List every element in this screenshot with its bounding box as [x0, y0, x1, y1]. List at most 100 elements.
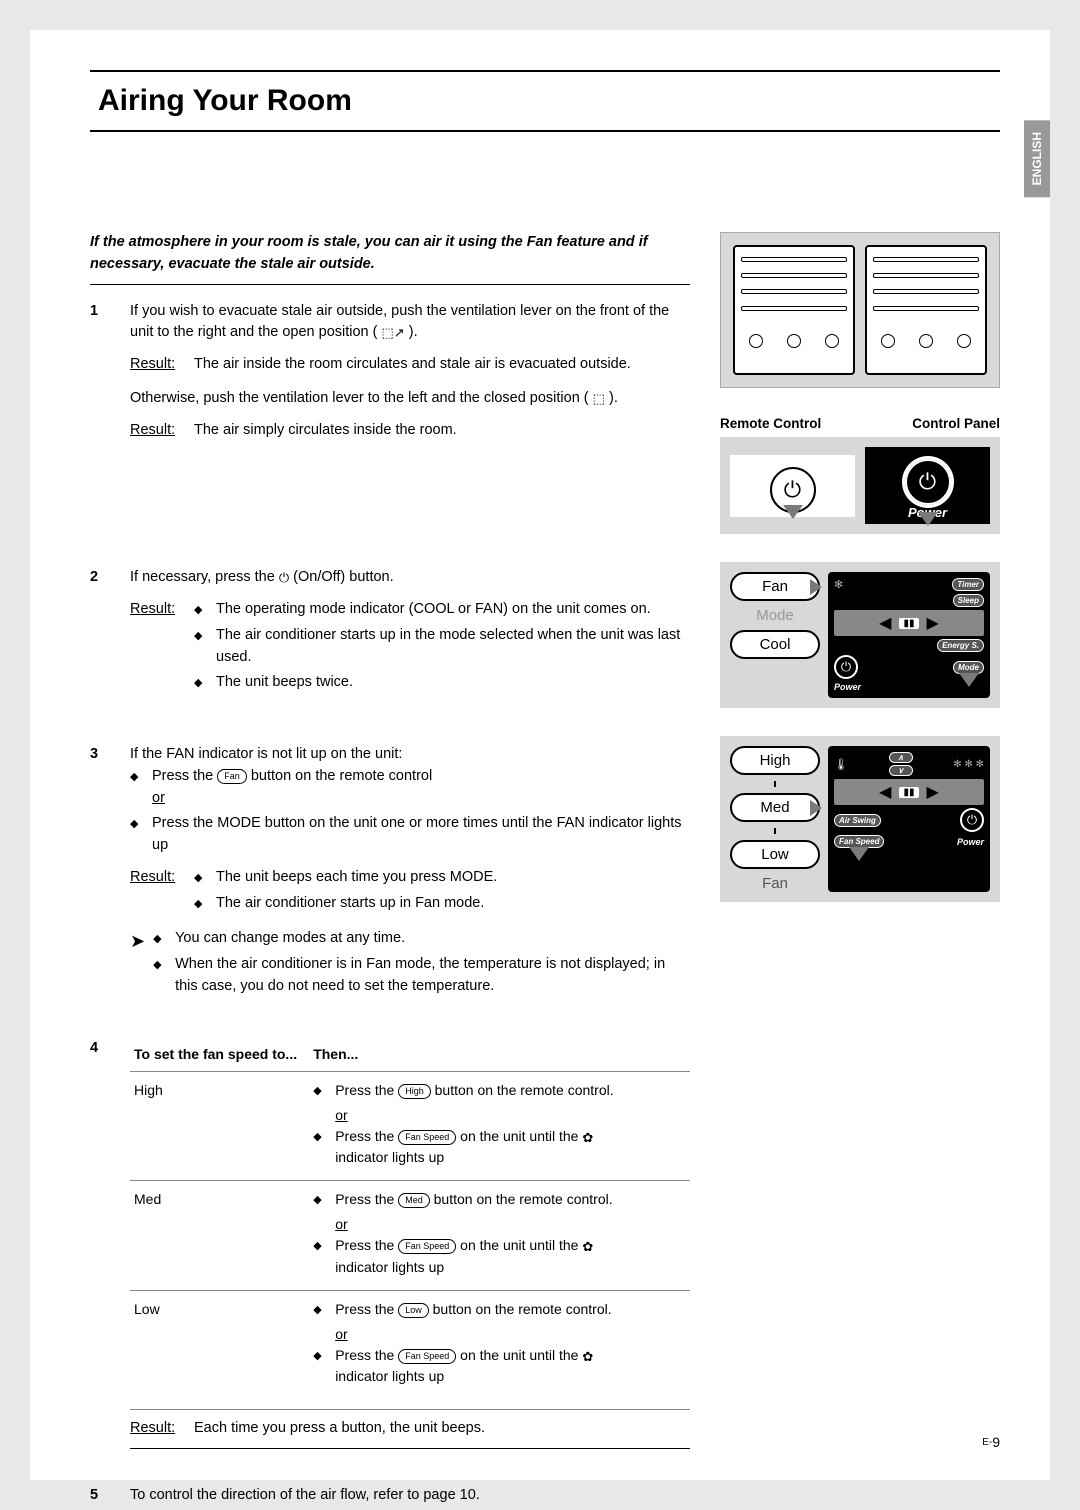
step-number: 3: [90, 744, 130, 1002]
content-area: If the atmosphere in your room is stale,…: [90, 232, 1000, 1507]
result-line-2: Result: The air simply circulates inside…: [130, 420, 690, 442]
pointer-icon: [849, 847, 869, 861]
fan-indicator-icon: ✿: [582, 1130, 593, 1145]
control-panel-speed: 🌡 ∧ ∨ ✻ ✻ ✻ ◀▮▮▶ Air Swing⏻ Fan Speed: [828, 746, 990, 892]
result-item: The air conditioner starts up in the mod…: [194, 625, 690, 669]
result-text: The air inside the room circulates and s…: [194, 354, 631, 376]
list-item: Press the Fan Speed on the unit until th…: [313, 1126, 686, 1169]
result-item: The unit beeps each time you press MODE.: [194, 867, 497, 889]
list-item: Press the Low button on the remote contr…: [313, 1299, 686, 1320]
result-label: Result:: [130, 599, 194, 698]
control-panel-label: Control Panel: [912, 416, 1000, 431]
instruction-cell: Press the Low button on the remote contr…: [309, 1290, 690, 1399]
pointer-icon: [959, 673, 979, 687]
s2-text-b: (On/Off) button.: [293, 569, 393, 585]
indicator-icons: ✻ ✻ ✻: [953, 759, 984, 770]
or-text: or: [335, 1105, 686, 1126]
sleep-button: Sleep: [953, 594, 984, 607]
pointer-icon: [783, 505, 803, 519]
or-text: or: [335, 1324, 686, 1345]
fan-indicator-icon: ✿: [582, 1349, 593, 1364]
label: Mode: [958, 663, 979, 672]
timer-button: Timer: [952, 578, 984, 591]
step-body: To control the direction of the air flow…: [130, 1485, 690, 1507]
fan-speed-pill: Fan Speed: [398, 1349, 456, 1364]
step-number: 2: [90, 567, 130, 698]
power-icon: ⏻: [905, 459, 951, 505]
page: ENGLISH Airing Your Room If the atmosphe…: [30, 30, 1050, 1480]
label: Med: [760, 799, 789, 816]
step-body: If the FAN indicator is not lit up on th…: [130, 744, 690, 1002]
step-body: If necessary, press the ⏻ (On/Off) butto…: [130, 567, 690, 698]
high-button: High: [730, 746, 820, 775]
mode-label: Mode: [730, 607, 820, 624]
remote-control-label: Remote Control: [720, 416, 821, 431]
step-number: 5: [90, 1485, 130, 1507]
low-button: Low: [730, 840, 820, 869]
vent-open-icon: ⬚↗: [382, 325, 405, 340]
fan-pill: Fan: [217, 769, 247, 784]
fan-speed-table: To set the fan speed to... Then... High …: [130, 1038, 690, 1400]
power-icon: ⏻: [834, 655, 858, 679]
result-line: Result: Each time you press a button, th…: [130, 1409, 690, 1448]
list-item: Press the High button on the remote cont…: [313, 1080, 686, 1101]
table-header: Then...: [309, 1038, 690, 1072]
fan-speed-pill: Fan Speed: [398, 1239, 456, 1254]
language-tab: ENGLISH: [1024, 120, 1050, 197]
step-1: 1 If you wish to evacuate stale air outs…: [90, 301, 690, 442]
intro-text: If the atmosphere in your room is stale,…: [90, 232, 690, 285]
power-figure: ⏻ ⏻ Power: [720, 437, 1000, 534]
unit-diagram: [720, 232, 1000, 388]
side-column: Remote Control Control Panel ⏻ ⏻ Power: [720, 232, 1000, 1507]
step-number: 1: [90, 301, 130, 442]
page-title: Airing Your Room: [98, 84, 1000, 118]
result-item: The air conditioner starts up in Fan mod…: [194, 893, 497, 915]
table-row: High Press the High button on the remote…: [130, 1071, 690, 1181]
note-item: When the air conditioner is in Fan mode,…: [153, 954, 690, 998]
air-swing-button: Air Swing: [834, 814, 881, 827]
panel-power-button: ⏻ Power: [865, 447, 990, 524]
lcd-display: ◀▮▮▶: [834, 610, 984, 636]
result-list: The unit beeps each time you press MODE.…: [194, 867, 497, 919]
s3-text-a: If the FAN indicator is not lit up on th…: [130, 744, 690, 766]
power-icon: ⏻: [279, 570, 289, 585]
cool-button: Cool: [730, 630, 820, 659]
step-body: To set the fan speed to... Then... High …: [130, 1038, 690, 1449]
note-item: You can change modes at any time.: [153, 928, 690, 950]
step-body: If you wish to evacuate stale air outsid…: [130, 301, 690, 442]
table-row: Low Press the Low button on the remote c…: [130, 1290, 690, 1399]
page-number: E-9: [982, 1434, 1000, 1450]
instruction-cell: Press the High button on the remote cont…: [309, 1071, 690, 1181]
label: Fan Speed: [839, 837, 879, 846]
mode-figure: Fan Mode Cool ✻Timer Sleep ◀▮▮▶ Energy S…: [720, 562, 1000, 708]
speed-cell: High: [130, 1071, 309, 1181]
speed-pill: High: [398, 1084, 431, 1099]
instruction-cell: Press the Med button on the remote contr…: [309, 1181, 690, 1291]
fan-indicator-icon: ✻: [834, 578, 843, 591]
title-box: Airing Your Room: [90, 70, 1000, 132]
fan-speed-figure: High Med Low Fan 🌡 ∧: [720, 736, 1000, 902]
page-no-value: 9: [992, 1434, 1000, 1450]
speed-cell: Med: [130, 1181, 309, 1291]
pointer-icon: [810, 800, 822, 816]
step-5: 5 To control the direction of the air fl…: [90, 1485, 690, 1507]
list-item: Press the MODE button on the unit one or…: [130, 813, 690, 857]
speed-cell: Low: [130, 1290, 309, 1399]
note-row: ➤ You can change modes at any time. When…: [130, 928, 690, 1001]
txt: button on the remote control: [251, 768, 432, 784]
result-item: The unit beeps twice.: [194, 672, 690, 694]
s2-text-a: If necessary, press the: [130, 569, 275, 585]
control-panel-mode: ✻Timer Sleep ◀▮▮▶ Energy S. ⏻ Mode Power: [828, 572, 990, 698]
result-line: Result: The unit beeps each time you pre…: [130, 867, 690, 919]
result-list: The operating mode indicator (COOL or FA…: [194, 599, 690, 698]
result-label: Result:: [130, 354, 194, 376]
result-item: The operating mode indicator (COOL or FA…: [194, 599, 690, 621]
note-list: You can change modes at any time. When t…: [153, 928, 690, 1001]
list-item: Press the Med button on the remote contr…: [313, 1189, 686, 1210]
note-arrow-icon: ➤: [130, 928, 145, 1001]
or-text: or: [152, 790, 165, 806]
table-header: To set the fan speed to...: [130, 1038, 309, 1072]
result-label: Result:: [130, 867, 194, 919]
page-prefix: E-: [982, 1437, 992, 1448]
energy-button: Energy S.: [937, 639, 984, 652]
